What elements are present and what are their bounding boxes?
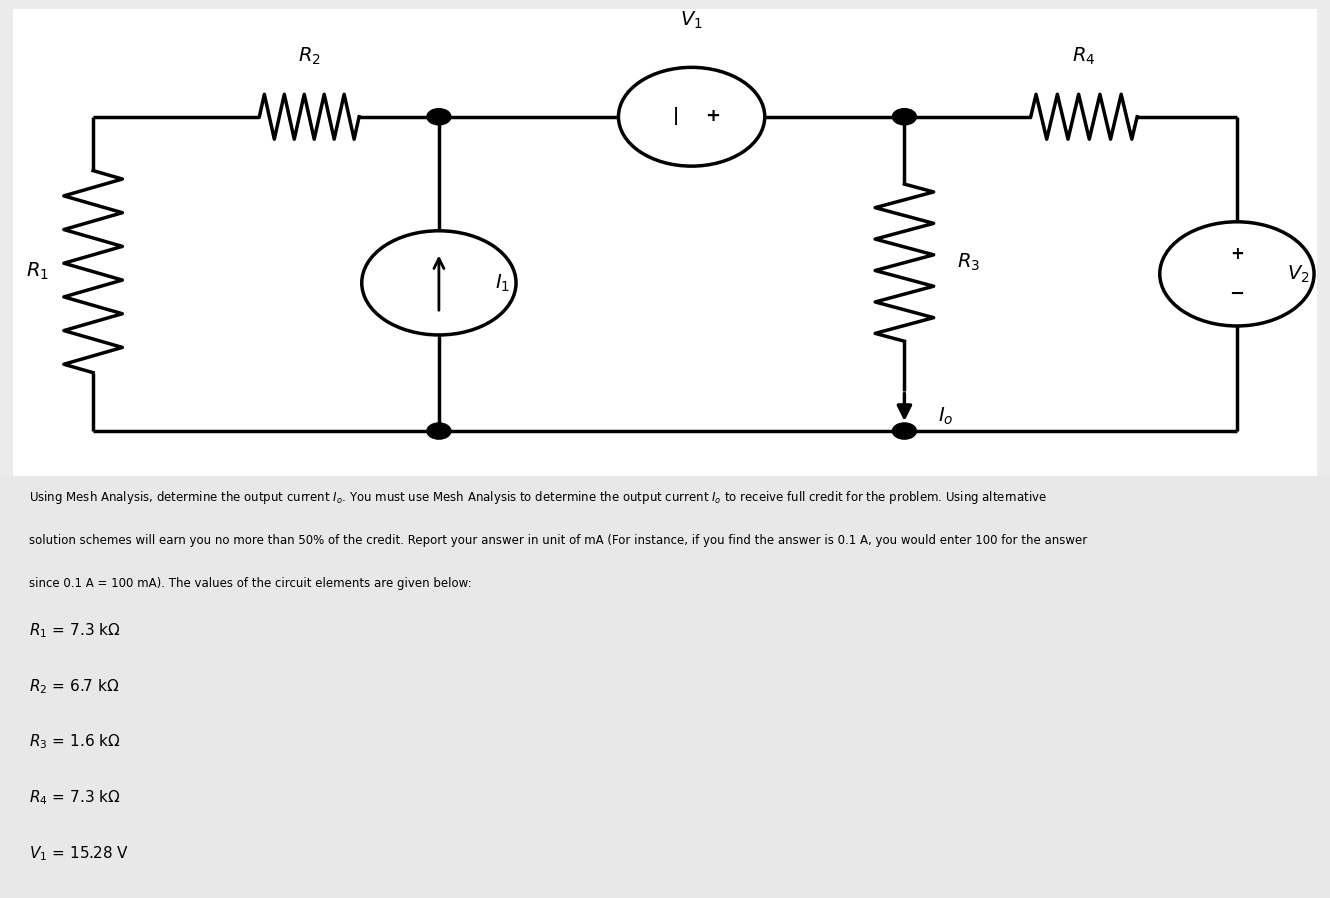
Circle shape (427, 109, 451, 125)
Text: $I_o$: $I_o$ (938, 406, 954, 427)
Text: $V$$_1$ = 15.28 V: $V$$_1$ = 15.28 V (29, 844, 129, 863)
Text: $R$$_1$ = 7.3 kΩ: $R$$_1$ = 7.3 kΩ (29, 621, 121, 640)
Text: $I_1$: $I_1$ (495, 272, 509, 294)
Text: $R$$_2$ = 6.7 kΩ: $R$$_2$ = 6.7 kΩ (29, 677, 120, 696)
Text: $V_1$: $V_1$ (680, 10, 704, 31)
Text: +: + (1230, 245, 1244, 263)
Text: |: | (673, 107, 678, 125)
Text: $V_2$: $V_2$ (1287, 263, 1310, 285)
Circle shape (362, 231, 516, 335)
Circle shape (427, 423, 451, 439)
Text: Using Mesh Analysis, determine the output current $I_o$. You must use Mesh Analy: Using Mesh Analysis, determine the outpu… (29, 489, 1047, 506)
Text: $R_3$: $R_3$ (956, 252, 980, 273)
Circle shape (892, 423, 916, 439)
FancyBboxPatch shape (0, 476, 1330, 898)
Text: −: − (1229, 285, 1245, 303)
Text: solution schemes will earn you no more than 50% of the credit. Report your answe: solution schemes will earn you no more t… (29, 534, 1088, 547)
FancyBboxPatch shape (13, 9, 1317, 476)
Text: $R$$_3$ = 1.6 kΩ: $R$$_3$ = 1.6 kΩ (29, 733, 121, 752)
Text: since 0.1 A = 100 mA). The values of the circuit elements are given below:: since 0.1 A = 100 mA). The values of the… (29, 577, 472, 589)
Circle shape (892, 109, 916, 125)
Text: +: + (705, 107, 721, 125)
Text: $R_2$: $R_2$ (298, 46, 321, 67)
Text: $R_4$: $R_4$ (1072, 46, 1096, 67)
Text: $R$$_4$ = 7.3 kΩ: $R$$_4$ = 7.3 kΩ (29, 788, 121, 807)
Circle shape (618, 67, 765, 166)
Text: $R_1$: $R_1$ (25, 261, 49, 282)
Circle shape (1160, 222, 1314, 326)
